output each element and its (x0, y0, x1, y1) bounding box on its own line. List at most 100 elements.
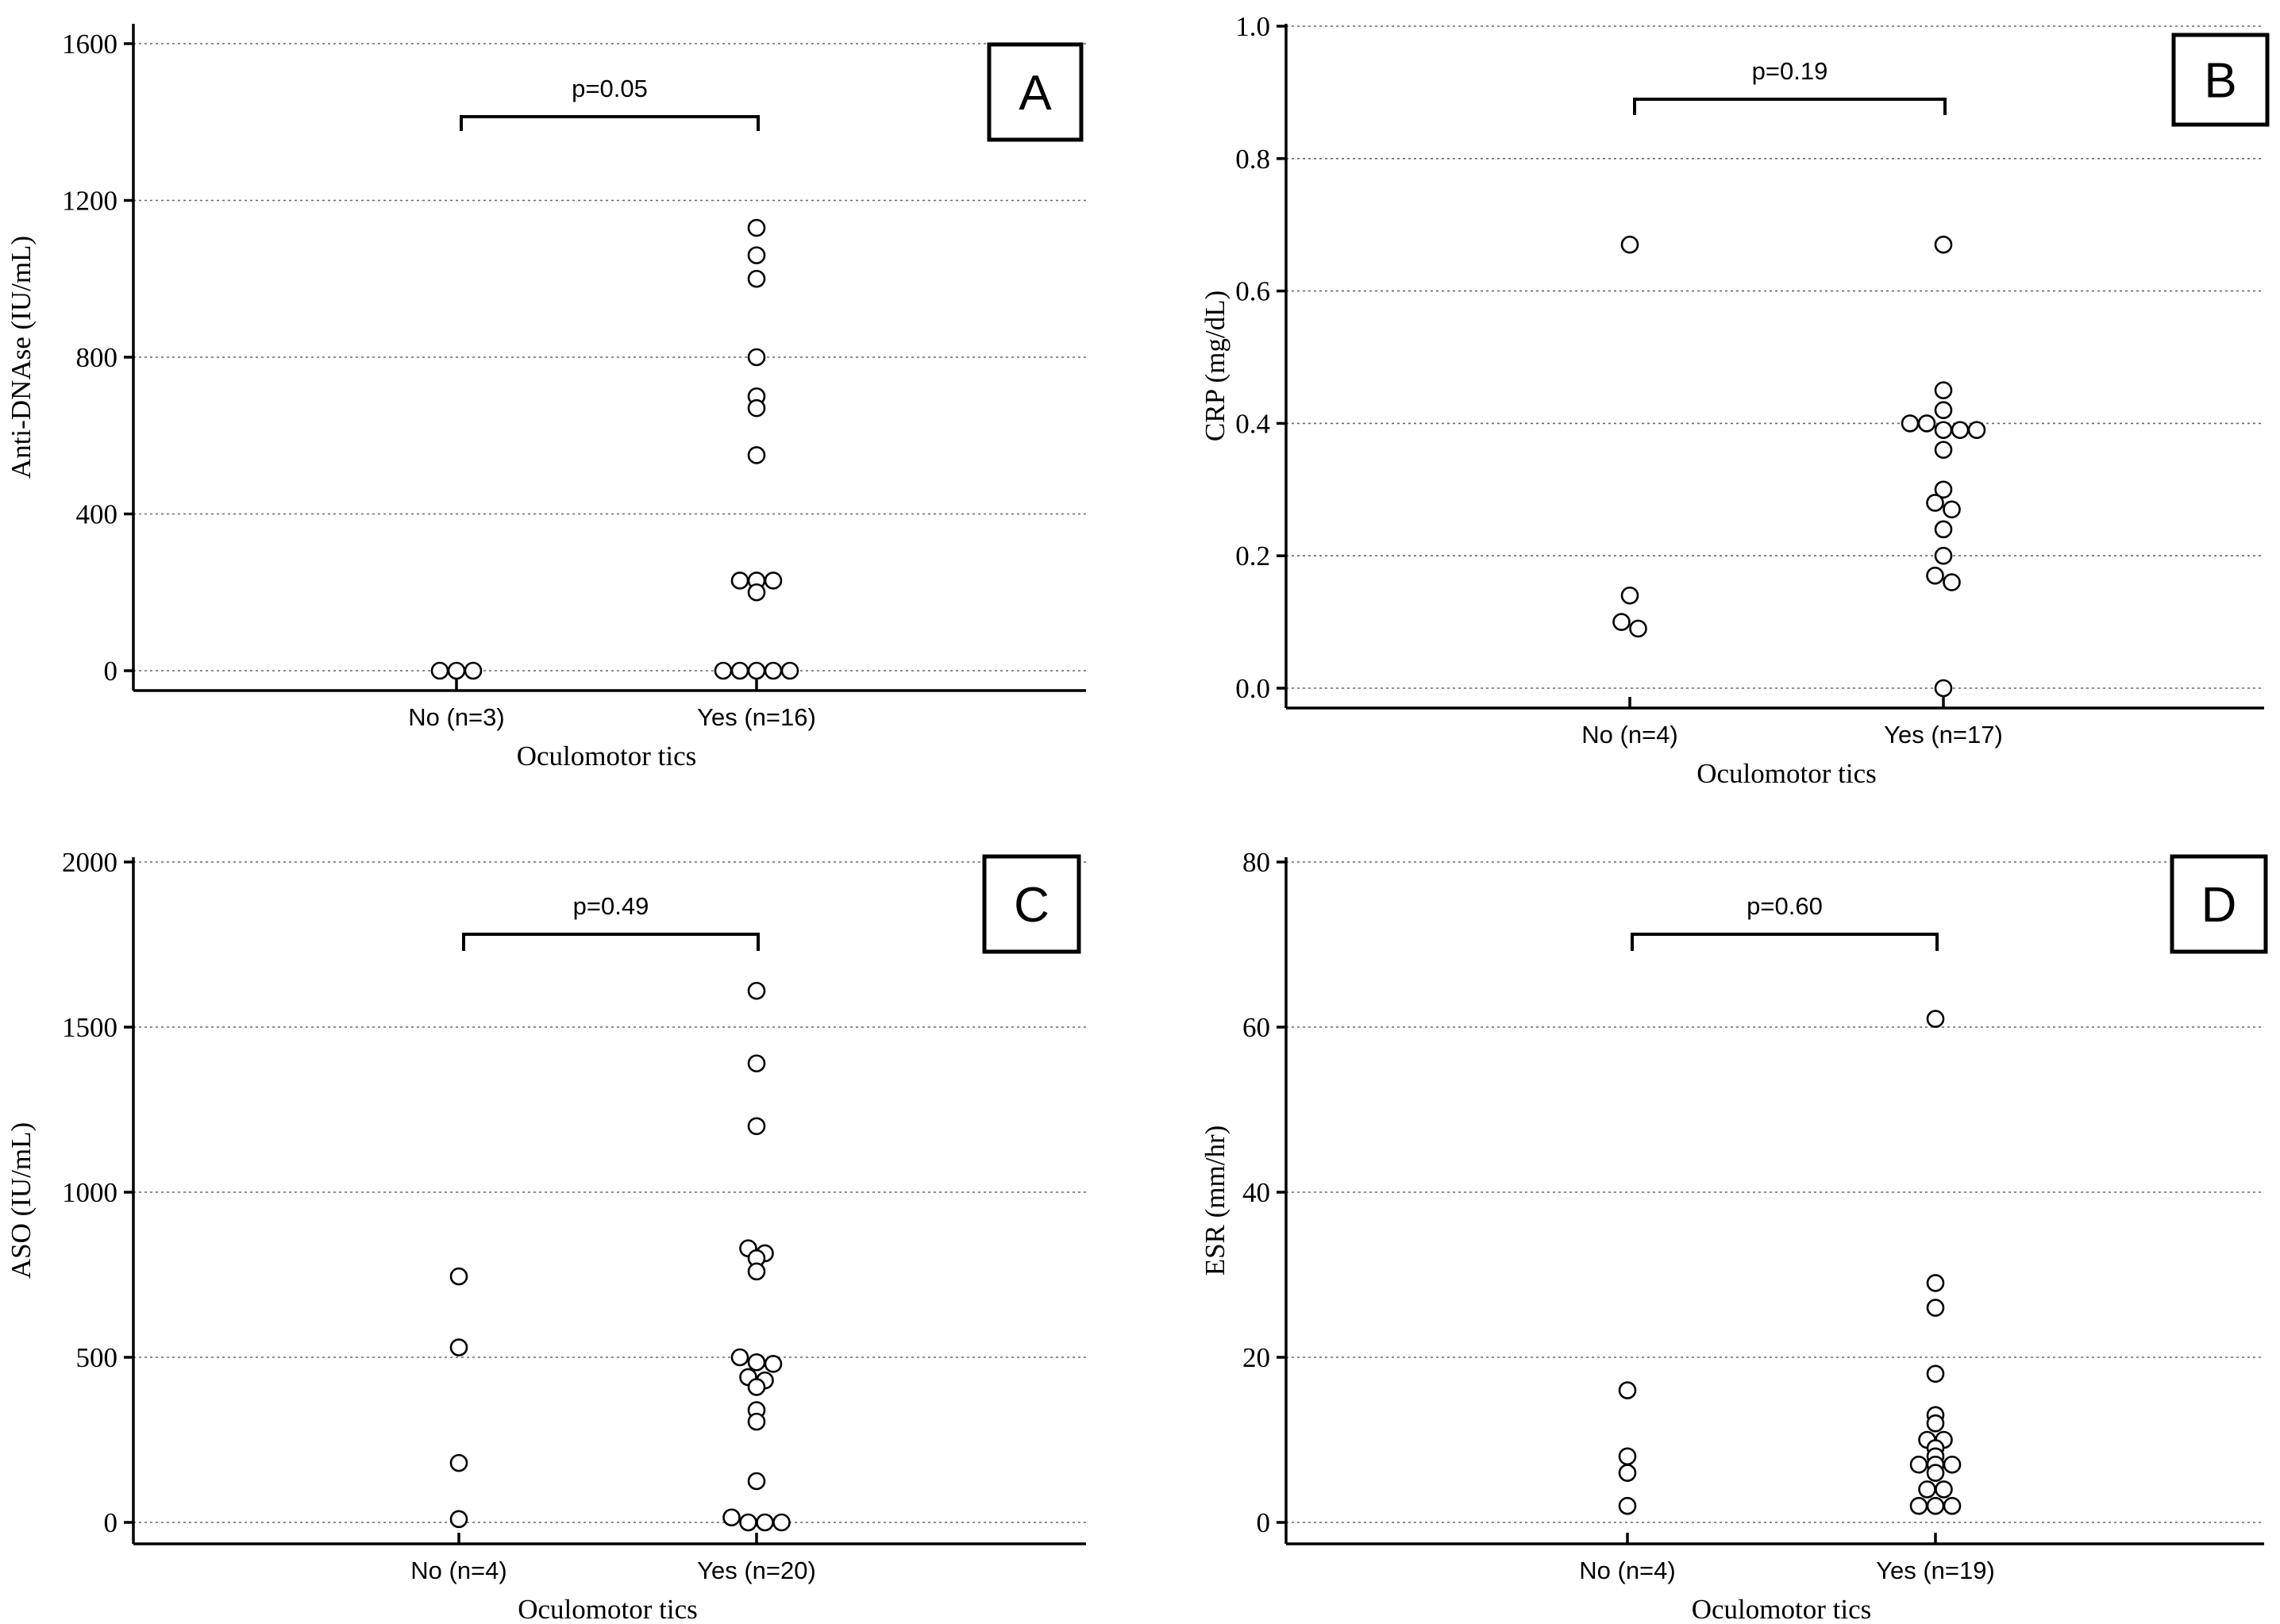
data-point-yes (747, 1117, 766, 1136)
y-tick-label: 0 (104, 1507, 118, 1538)
y-tick-label: 40 (1242, 1177, 1270, 1208)
data-point-yes (714, 661, 733, 680)
y-tick-label: 1200 (62, 186, 117, 217)
x-tick-label: No (n=4) (1581, 721, 1677, 749)
data-point-yes (1943, 1455, 1962, 1474)
y-tick-label: 1000 (62, 1177, 117, 1208)
data-point-yes (747, 1353, 766, 1372)
data-point-yes (747, 1262, 766, 1281)
data-point-yes (1926, 1299, 1945, 1317)
data-point-no (430, 661, 449, 680)
panel-label-box (987, 42, 1084, 142)
data-point-yes (1951, 421, 1970, 440)
data-point-no (449, 1338, 468, 1357)
significance-bracket (462, 933, 760, 951)
data-point-yes (1909, 1496, 1928, 1515)
data-point-yes (1934, 441, 1953, 460)
data-point-yes (747, 1378, 766, 1396)
data-point-yes (747, 269, 766, 288)
data-point-yes (1967, 421, 1986, 440)
y-tick-label: 1.0 (1235, 11, 1270, 42)
x-tick-label: Yes (n=16) (697, 703, 816, 731)
x-tick-label: Yes (n=20) (697, 1557, 816, 1584)
panel-letter: B (2204, 54, 2236, 109)
y-axis-label: ASO (IU/mL) (6, 1122, 37, 1279)
data-point-yes (730, 661, 749, 680)
y-tick-label: 0.6 (1235, 276, 1270, 307)
x-axis-label: Oculomotor tics (1697, 758, 1877, 789)
panel-label-box (2171, 33, 2270, 127)
panel-letter: C (1014, 878, 1049, 933)
data-point-no (1620, 235, 1639, 254)
panel-letter: D (2201, 878, 2237, 933)
data-point-yes (747, 1412, 766, 1431)
data-point-no (1618, 1464, 1637, 1482)
x-axis-label: Oculomotor tics (518, 1594, 698, 1624)
data-point-yes (747, 398, 766, 418)
y-tick-label: 1600 (62, 29, 117, 60)
data-point-yes (1934, 546, 1953, 565)
y-tick-label: 0.4 (1235, 408, 1270, 439)
data-point-no (449, 1510, 468, 1529)
data-point-yes (1943, 500, 1961, 519)
y-tick-label: 20 (1242, 1342, 1270, 1373)
x-tick-label: No (n=3) (408, 703, 504, 731)
data-point-yes (1934, 421, 1953, 440)
y-tick-label: 60 (1242, 1012, 1270, 1043)
data-point-yes (1943, 1496, 1962, 1515)
data-point-yes (1926, 566, 1944, 585)
data-point-yes (1926, 1414, 1945, 1433)
p-value-label: p=0.49 (573, 892, 649, 920)
panel-c: 0 500 1000 1500 2000 No (n=4) Yes (n=20) Oculom… (6, 847, 1086, 1624)
y-axis-label: ESR (mm/hr) (1200, 1126, 1231, 1276)
y-tick-label: 0 (104, 656, 118, 687)
data-point-yes (747, 246, 766, 264)
data-point-yes (1934, 401, 1953, 420)
data-point-yes (1926, 494, 1944, 512)
y-tick-label: 0.0 (1235, 673, 1270, 704)
data-point-yes (1917, 414, 1936, 433)
data-point-yes (730, 1348, 749, 1367)
y-tick-label: 2000 (62, 847, 117, 878)
significance-bracket (460, 115, 760, 131)
data-point-yes (780, 661, 799, 680)
data-point-no (1629, 619, 1647, 638)
data-point-yes (1943, 573, 1961, 591)
p-value-label: p=0.05 (572, 75, 648, 102)
data-point-yes (1909, 1455, 1928, 1474)
y-tick-label: 0.8 (1235, 144, 1270, 175)
y-tick-label: 800 (76, 342, 118, 373)
data-point-no (447, 661, 466, 680)
data-point-yes (764, 1355, 783, 1373)
y-axis-label: CRP (mg/dL) (1200, 291, 1231, 441)
data-point-yes (764, 571, 783, 590)
y-tick-label: 400 (76, 499, 118, 530)
p-value-label: p=0.19 (1752, 57, 1828, 85)
data-point-yes (747, 1472, 766, 1491)
panel-d: 0 20 40 60 80 No (n=4) Yes (n=19)Oculomotor ti… (1200, 847, 2268, 1624)
panel-b: 0.0 0.2 0.4 0.6 0.8 1.0 No (n=4) Yes (n=17)Ocul… (1200, 11, 2270, 789)
x-tick-label: Yes (n=17) (1884, 721, 2003, 749)
y-tick-label: 0.2 (1235, 541, 1270, 571)
x-tick-label: No (n=4) (1579, 1557, 1675, 1584)
data-point-yes (722, 1508, 741, 1527)
y-tick-label: 0 (1257, 1507, 1271, 1538)
data-point-no (449, 1453, 468, 1472)
data-point-no (449, 1267, 468, 1286)
x-axis-label: Oculomotor tics (1692, 1594, 1872, 1624)
data-point-yes (772, 1513, 791, 1532)
significance-bracket (1633, 98, 1947, 115)
data-point-yes (764, 661, 783, 680)
y-tick-label: 80 (1242, 847, 1270, 878)
data-point-yes (747, 446, 766, 464)
data-point-no (1618, 1381, 1637, 1399)
data-point-yes (1934, 679, 1953, 698)
data-point-yes (1934, 480, 1953, 499)
data-point-no (464, 661, 483, 680)
data-point-yes (1926, 1464, 1945, 1482)
data-point-yes (1934, 520, 1953, 539)
y-axis-label: Anti-DNAse (IU/mL) (6, 236, 37, 479)
data-point-yes (1934, 381, 1953, 400)
data-point-no (1620, 586, 1639, 605)
